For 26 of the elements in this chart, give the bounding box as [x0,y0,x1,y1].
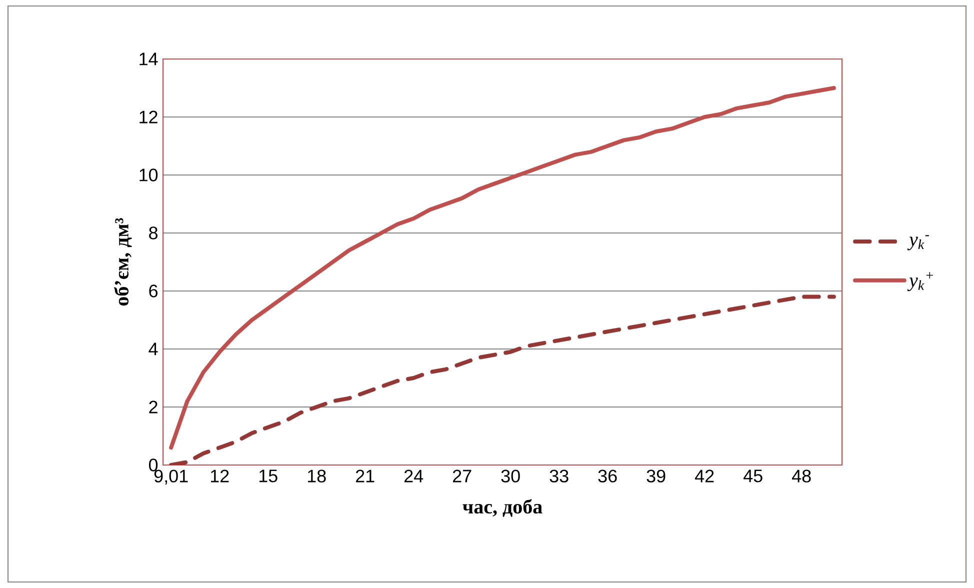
x-axis-title: час, доба [462,499,542,517]
x-tick-label: 18 [308,470,326,482]
x-tick-label: 42 [694,470,714,482]
x-tick-label: 24 [404,470,424,482]
x-tick-label: 15 [259,470,278,482]
y-tick-label: 12 [140,110,158,124]
x-tick-label: 21 [356,470,374,482]
x-tick-label: 9,01 [154,470,188,485]
y-tick-label: 14 [140,52,158,66]
legend-label: y$_{k}$+ [907,272,933,292]
y-tick-label: 6 [149,284,158,298]
legend-label: y$_{k}$- [907,235,929,250]
y-tick-label: 10 [140,168,158,182]
y-tick-label: 2 [149,400,158,414]
y-tick-label: 4 [148,342,158,356]
y-axis-title: об’єм, дм³ [114,218,132,306]
x-tick-label: 36 [598,470,617,482]
x-tick-label: 27 [452,470,472,482]
y-tick-label: 0 [149,458,158,472]
x-tick-label: 45 [743,470,762,482]
x-tick-label: 12 [210,470,229,482]
x-tick-label: 30 [501,470,520,482]
x-tick-label: 33 [550,470,568,482]
y-tick-label: 8 [149,226,158,240]
x-tick-label: 39 [646,470,666,482]
x-tick-label: 48 [792,470,811,482]
